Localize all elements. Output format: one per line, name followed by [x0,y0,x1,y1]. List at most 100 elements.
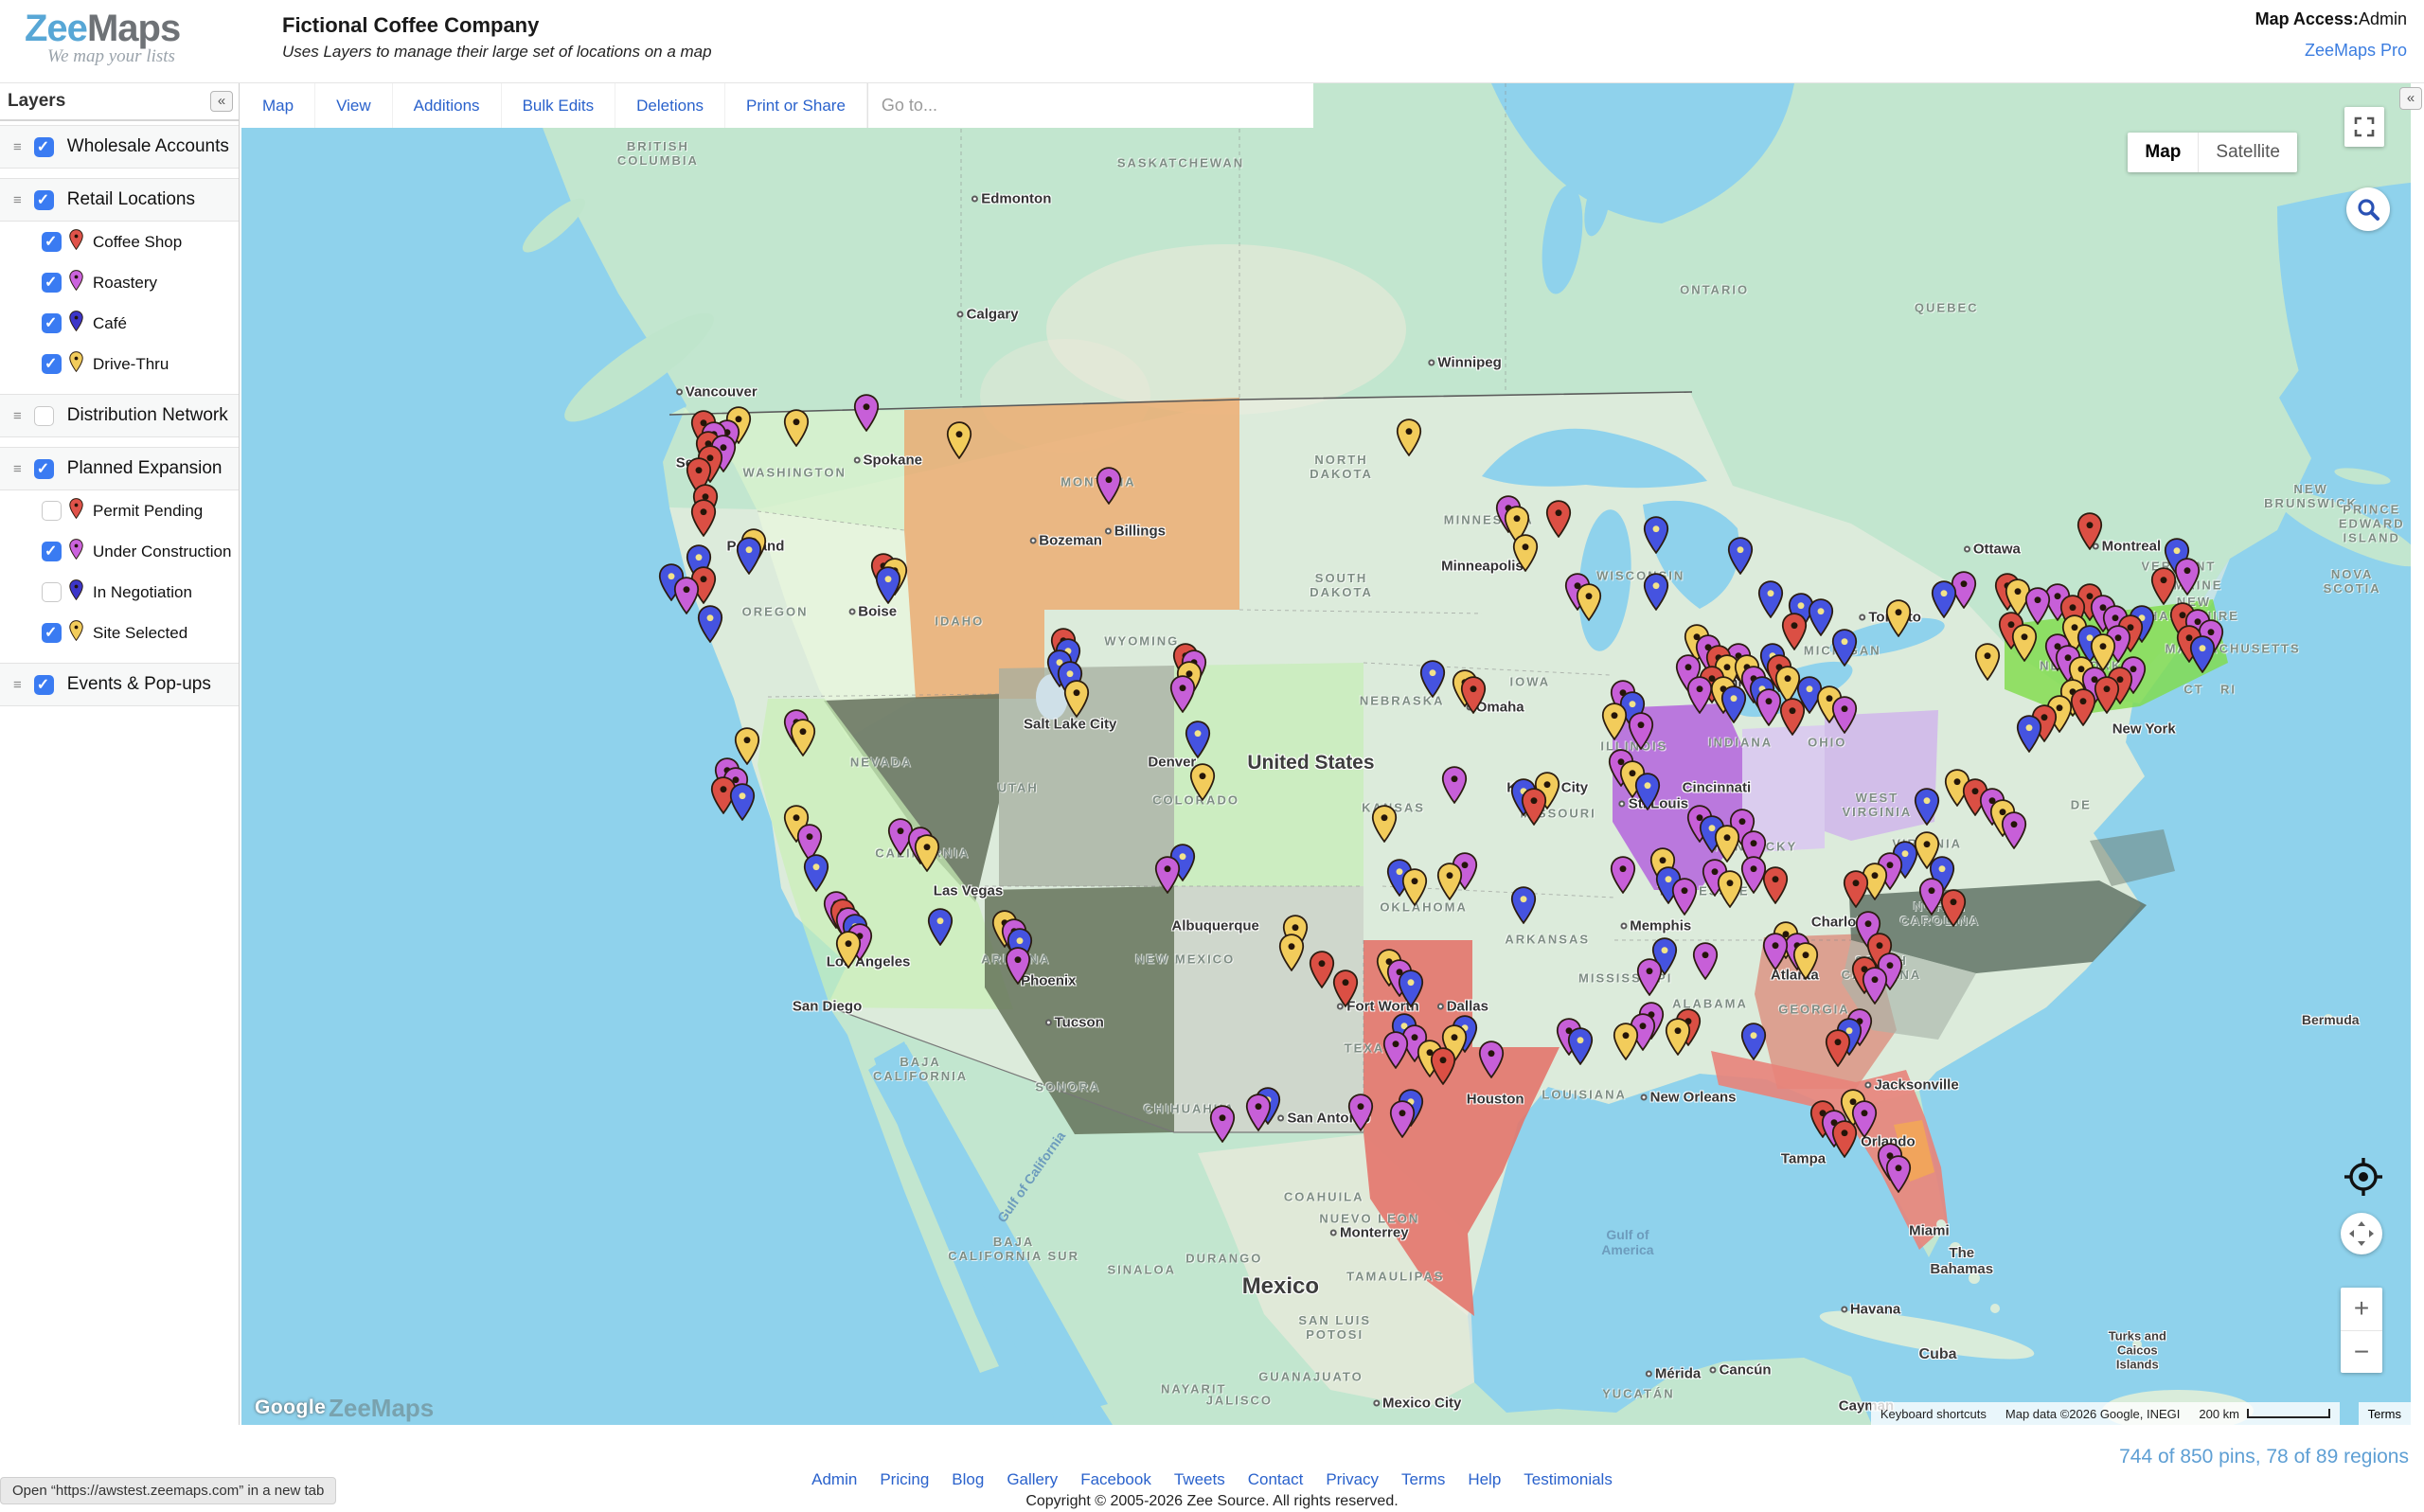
menu-item-bulk-edits[interactable]: Bulk Edits [501,83,616,128]
map-pin-magenta[interactable] [1209,1105,1235,1144]
map-pin-blue[interactable] [1740,1022,1766,1060]
map-pin-magenta[interactable] [2024,587,2051,626]
footer-link-tweets[interactable]: Tweets [1173,1470,1225,1488]
region-florida[interactable] [1711,1051,1948,1250]
map-pin-red[interactable] [1762,866,1788,905]
map-pin-blue[interactable] [1831,629,1858,667]
map-pin-magenta[interactable] [1006,947,1031,986]
map-pin-magenta[interactable] [1628,712,1653,751]
map-pin-magenta[interactable] [1246,1093,1272,1132]
map-pin-blue[interactable] [1758,580,1784,619]
layer-group-distribution-network[interactable]: ≡ Distribution Network [0,394,239,437]
footer-link-terms[interactable]: Terms [1401,1470,1446,1488]
map-pin-yellow[interactable] [2090,632,2115,672]
zoom-in-button[interactable]: + [2341,1288,2382,1331]
map-pin-blue[interactable] [1808,598,1833,637]
map-pin-red[interactable] [1522,787,1547,826]
layer-group-checkbox[interactable] [33,189,54,210]
map-pin-red[interactable] [2070,687,2096,727]
map-pin-magenta[interactable] [1831,696,1858,735]
map-canvas[interactable]: BRITISH COLUMBIA SASKATCHEWAN ONTARIO QUEBE… [241,83,2411,1425]
map-pin-yellow[interactable] [1717,870,1742,909]
map-pin-yellow[interactable] [1602,703,1628,741]
map-pin-magenta[interactable] [1686,676,1712,715]
map-pin-red[interactable] [690,499,717,538]
layers-collapse-button[interactable]: « [210,91,233,112]
layer-item-checkbox[interactable] [42,313,62,333]
map-pin-red[interactable] [2094,676,2120,715]
footer-link-admin[interactable]: Admin [811,1470,858,1488]
map-pin-red[interactable] [1962,777,1987,817]
map-pin-blue[interactable] [1398,969,1423,1008]
layer-group-wholesale-accounts[interactable]: ≡ Wholesale Accounts [0,125,239,169]
region-north-carolina[interactable] [1849,881,2147,973]
layer-item-permit-pending[interactable]: Permit Pending [0,490,239,531]
map-pin-magenta[interactable] [1740,856,1766,895]
geolocation-button[interactable] [2343,1156,2384,1198]
layer-item-checkbox[interactable] [42,542,62,561]
layer-item-drive-thru[interactable]: Drive-Thru [0,344,239,384]
map-pin-magenta[interactable] [2174,558,2201,596]
map-pin-blue[interactable] [2016,715,2041,754]
layer-item-checkbox[interactable] [42,501,62,521]
menu-item-deletions[interactable]: Deletions [615,83,726,128]
map-pin-blue[interactable] [2189,635,2216,674]
map-pin-red[interactable] [1545,500,1571,539]
keyboard-shortcuts[interactable]: Keyboard shortcuts [1870,1402,1996,1425]
map-pin-blue[interactable] [1419,660,1445,699]
pin-region-counts[interactable]: 744 of 850 pins, 78 of 89 regions [2119,1446,2409,1468]
region-nevada[interactable] [824,694,999,902]
footer-link-gallery[interactable]: Gallery [1007,1470,1059,1488]
map-pin-blue[interactable] [1727,536,1754,575]
region-idaho-montana[interactable] [904,398,1239,699]
layer-item-caf-[interactable]: Café [0,303,239,344]
map-pin-red[interactable] [1831,1120,1858,1159]
map-pin-yellow[interactable] [914,834,940,873]
map-pin-yellow[interactable] [2012,623,2038,663]
menu-item-view[interactable]: View [315,83,393,128]
map-pin-blue[interactable] [1510,886,1537,925]
footer-link-help[interactable]: Help [1468,1470,1502,1488]
map-search-button[interactable] [2346,187,2390,231]
map-pin-magenta[interactable] [888,818,914,857]
layer-item-checkbox[interactable] [42,273,62,293]
map-pin-yellow[interactable] [1278,934,1304,972]
terms-link[interactable]: Terms [2358,1402,2411,1425]
layer-group-planned-expansion[interactable]: ≡ Planned Expansion [0,447,239,490]
map-pin-blue[interactable] [1932,580,1957,619]
map-pin-red[interactable] [710,776,736,815]
map-pin-yellow[interactable] [734,727,759,766]
map-pin-blue[interactable] [1797,676,1823,715]
layer-item-checkbox[interactable] [42,354,62,374]
region-virginia-patch[interactable] [2090,829,2175,886]
region-ohio[interactable] [1825,710,1938,841]
layer-item-under-construction[interactable]: Under Construction [0,531,239,572]
map-pin-magenta[interactable] [853,394,879,433]
region-arizona[interactable] [985,886,1174,1134]
map-pin-blue[interactable] [730,783,756,822]
map-pin-yellow[interactable] [1975,642,2001,681]
map-pin-yellow[interactable] [1396,418,1421,457]
zoom-out-button[interactable]: − [2353,1336,2370,1366]
map-pin-yellow[interactable] [1914,831,1940,870]
map-pin-blue[interactable] [1914,787,1940,826]
map-pin-magenta[interactable] [1862,967,1888,1005]
map-pin-blue[interactable] [736,536,762,575]
map-pin-red[interactable] [2150,567,2176,606]
map-pin-magenta[interactable] [1756,687,1781,727]
map-pin-magenta[interactable] [1389,1099,1415,1139]
map-pin-blue[interactable] [697,605,722,644]
menu-item-additions[interactable]: Additions [392,83,502,128]
map-pin-blue[interactable] [875,566,900,605]
map-pin-yellow[interactable] [1886,599,1912,638]
map-pin-magenta[interactable] [1155,856,1181,895]
map-pin-magenta[interactable] [1951,571,1977,610]
map-pin-yellow[interactable] [1613,1022,1638,1060]
map-pin-yellow[interactable] [947,420,972,460]
map-pin-magenta[interactable] [1851,1099,1877,1139]
region-new-mexico[interactable] [1174,886,1364,1132]
map-pin-magenta[interactable] [1478,1041,1504,1079]
map-pin-yellow[interactable] [1513,534,1539,573]
region-california[interactable] [758,699,1013,1009]
map-pin-yellow[interactable] [1665,1018,1690,1057]
